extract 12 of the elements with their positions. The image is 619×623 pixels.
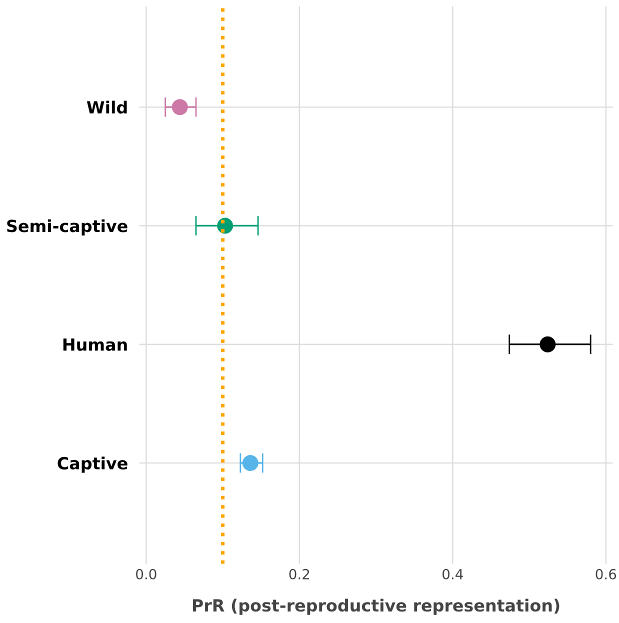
point [540, 336, 556, 352]
y-tick-label: Semi-captive [7, 219, 128, 236]
x-axis-title: PrR (post-reproductive representation) [192, 598, 560, 615]
x-tick-label: 0.2 [289, 568, 310, 580]
x-tick-label: 0.0 [136, 568, 156, 580]
y-tick-label: Captive [58, 456, 128, 473]
y-tick-label: Wild [86, 100, 127, 114]
x-tick-label: 0.4 [442, 568, 463, 580]
point [172, 99, 188, 116]
point [242, 454, 258, 471]
y-tick-label: Human [63, 338, 127, 351]
x-tick-label: 0.6 [596, 568, 616, 580]
